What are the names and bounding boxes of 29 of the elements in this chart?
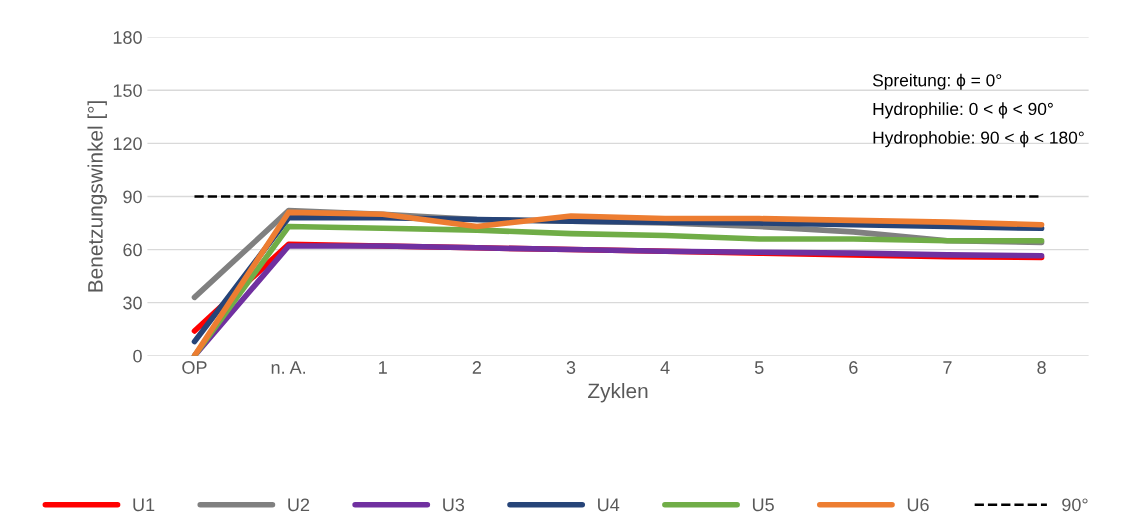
legend-label: U1 xyxy=(133,498,155,512)
x-axis-title: Zyklen xyxy=(588,383,648,403)
legend-label: U5 xyxy=(752,498,774,512)
y-tick-label: 120 xyxy=(113,137,142,151)
x-tick-label: 4 xyxy=(660,361,670,374)
y-tick-label: 150 xyxy=(113,84,142,97)
y-tick-label: 30 xyxy=(123,296,142,310)
x-tick-label: OP xyxy=(182,361,207,374)
legend-label: U2 xyxy=(288,498,310,512)
x-tick-label: 8 xyxy=(1037,361,1046,374)
legend-label: U6 xyxy=(907,498,929,512)
x-tick-label: n. A. xyxy=(271,361,306,374)
y-tick-label: 0 xyxy=(133,349,142,363)
y-tick-label: 180 xyxy=(113,31,142,44)
legend-label: U4 xyxy=(598,498,620,512)
y-tick-label: 60 xyxy=(123,243,142,257)
y-axis-title: Benetzungswinkel [°] xyxy=(87,101,107,292)
x-tick-label: 3 xyxy=(566,361,576,374)
x-tick-label: 5 xyxy=(754,361,764,374)
annotation: Hydrophilie: 0 < ϕ < 90° xyxy=(873,102,1053,119)
x-tick-label: 6 xyxy=(849,361,858,374)
legend-label: U3 xyxy=(443,498,465,512)
legend-label: 90° xyxy=(1062,498,1088,512)
annotation: Hydrophobie: 90 < ϕ < 180° xyxy=(873,131,1084,148)
x-tick-label: 1 xyxy=(379,361,387,374)
y-tick-label: 90 xyxy=(123,190,142,204)
annotation: Spreitung: ϕ = 0° xyxy=(872,73,1002,90)
x-tick-label: 7 xyxy=(943,361,952,374)
x-tick-label: 2 xyxy=(472,361,481,374)
